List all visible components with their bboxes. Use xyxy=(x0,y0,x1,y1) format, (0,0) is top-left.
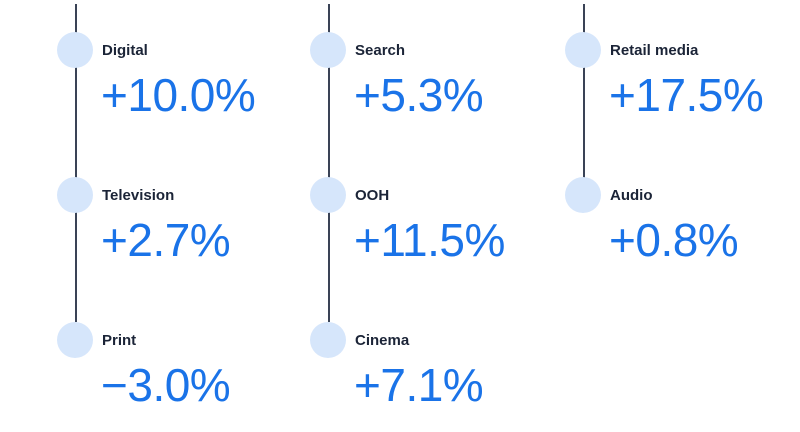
timeline-line xyxy=(328,4,330,322)
timeline-marker xyxy=(57,177,93,213)
metric-label: Print xyxy=(102,332,137,349)
timeline-column-3: Retail media +17.5% Audio +0.8% xyxy=(508,0,764,412)
metric-label: Television xyxy=(102,187,175,204)
metric-value: +17.5% xyxy=(609,69,764,121)
metric-audio: Audio +0.8% xyxy=(508,177,748,287)
metric-ooh: OOH +11.5% xyxy=(253,177,505,287)
timeline-marker xyxy=(57,32,93,68)
timeline-marker xyxy=(565,32,601,68)
metric-television: Television +2.7% xyxy=(0,177,240,287)
metric-label: Search xyxy=(355,42,406,59)
timeline-marker xyxy=(57,322,93,358)
timeline-marker xyxy=(310,322,346,358)
metric-value: −3.0% xyxy=(101,359,231,411)
timeline-marker xyxy=(565,177,601,213)
metric-value: +11.5% xyxy=(354,214,505,266)
metric-value: +5.3% xyxy=(354,69,484,121)
metric-digital: Digital +10.0% xyxy=(0,32,256,142)
metric-value: +2.7% xyxy=(101,214,231,266)
metric-label: Retail media xyxy=(610,42,699,59)
timeline-column-2: Search +5.3% OOH +11.5% Cinema +7.1% xyxy=(253,0,505,412)
metric-search: Search +5.3% xyxy=(253,32,493,142)
metric-label: OOH xyxy=(355,187,390,204)
timeline-marker xyxy=(310,177,346,213)
metric-label: Audio xyxy=(610,187,653,204)
timeline-marker xyxy=(310,32,346,68)
metric-label: Cinema xyxy=(355,332,410,349)
timeline-column-1: Digital +10.0% Television +2.7% Print −3… xyxy=(0,0,256,412)
metric-label: Digital xyxy=(102,42,148,59)
metric-value: +0.8% xyxy=(609,214,739,266)
metric-cinema: Cinema +7.1% xyxy=(253,322,493,432)
timeline-line xyxy=(75,4,77,322)
metric-print: Print −3.0% xyxy=(0,322,240,432)
timeline-line xyxy=(583,4,585,184)
metric-retail-media: Retail media +17.5% xyxy=(508,32,764,142)
metric-value: +10.0% xyxy=(101,69,256,121)
metric-value: +7.1% xyxy=(354,359,484,411)
